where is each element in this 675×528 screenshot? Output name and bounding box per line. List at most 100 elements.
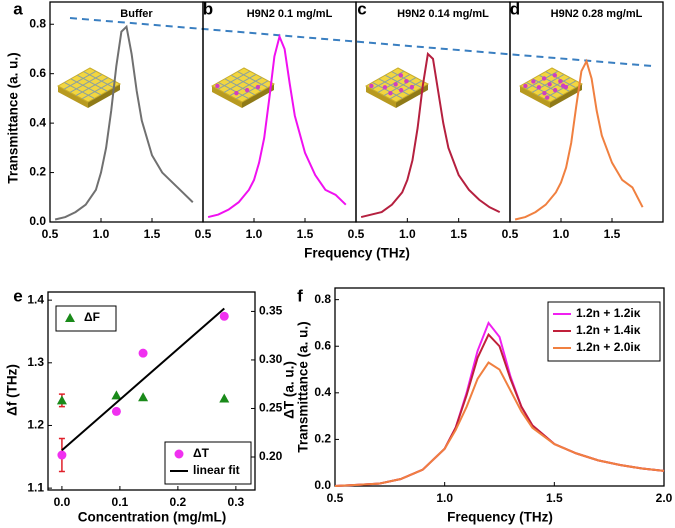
x-tick-label: 0.0	[54, 495, 71, 509]
y-tick-label: 1.4	[27, 292, 44, 306]
chip-grid	[81, 80, 115, 100]
chip-top	[56, 67, 122, 103]
x-tick-label: 1.5	[297, 227, 314, 241]
chip-grid	[64, 81, 95, 99]
marker-triangle	[56, 395, 67, 405]
y2-tick-label: 0.20	[259, 449, 283, 463]
chip-grid	[389, 80, 423, 100]
x-tick-label: 2.0	[656, 491, 673, 505]
x-tick-label: 1.5	[546, 491, 563, 505]
chip-particle	[244, 87, 250, 93]
x-axis-label: Frequency (THz)	[447, 510, 553, 525]
chip-particle	[542, 90, 547, 96]
y2-tick-label: 0.35	[259, 304, 283, 318]
marker-triangle	[111, 390, 122, 400]
y-tick-label: 0.4	[314, 385, 331, 399]
chip-particle	[523, 83, 528, 89]
data-line	[334, 361, 665, 487]
panel-label: f	[297, 286, 303, 305]
panel-label: d	[510, 0, 520, 18]
chip-particle	[547, 82, 552, 87]
chip-grid	[75, 77, 109, 97]
x-tick-label: 1.5	[144, 227, 161, 241]
chip-particle	[552, 87, 558, 93]
chip-grid	[543, 80, 577, 100]
x-tick-label: 1.5	[450, 227, 467, 241]
marker-triangle	[138, 392, 149, 402]
y-tick-label: 0.2	[29, 165, 46, 179]
legend-box	[55, 305, 117, 332]
panel-label: a	[13, 0, 23, 18]
x-tick-label: 0.2	[170, 495, 187, 509]
chip-particle	[552, 73, 558, 78]
y-tick-label: 0.8	[29, 16, 46, 30]
panel-title: H9N2 0.14 mg/mL	[397, 8, 489, 20]
y2-tick-label: 0.30	[259, 352, 283, 366]
panel-title: H9N2 0.28 mg/mL	[551, 8, 643, 20]
chip-grid	[237, 71, 268, 89]
data-line	[514, 58, 644, 221]
marker-circle	[111, 406, 121, 416]
chip-particle	[560, 83, 566, 88]
chip-grid	[526, 81, 557, 99]
x-axis-label: Concentration (mg/mL)	[78, 510, 227, 525]
chip-particle	[234, 90, 239, 96]
chip-grid	[532, 78, 564, 96]
x-tick-label: 0.5	[42, 227, 59, 241]
plot-frame	[47, 291, 256, 491]
x-tick-label: 1.0	[246, 227, 263, 241]
legend-label: 1.2n + 1.2iκ	[576, 306, 641, 320]
y2-tick-label: 0.25	[259, 401, 283, 415]
chip-grid	[525, 70, 559, 90]
chip-grid	[224, 78, 256, 96]
chip-grid	[384, 74, 416, 92]
chip-particle	[388, 90, 393, 96]
chip-grid	[69, 73, 103, 93]
chip-particle	[255, 84, 261, 90]
chip-particle	[398, 87, 404, 93]
y-tick-label: 0.4	[29, 115, 46, 129]
marker-circle	[219, 311, 229, 321]
legend-label: 1.2n + 1.4iκ	[576, 323, 641, 337]
plot-frame	[334, 287, 665, 487]
marker-circle	[138, 348, 148, 358]
legend-box	[164, 441, 252, 485]
legend-label: 1.2n + 2.0iκ	[576, 340, 641, 354]
chip-side	[88, 84, 120, 108]
legend-label: ΔF	[84, 310, 100, 324]
x-tick-label: 0.5	[502, 227, 519, 241]
y-axis-label: Transmittance (a. u.)	[296, 321, 311, 452]
panel-title: Buffer	[120, 8, 153, 20]
x-tick-label: 1.0	[553, 227, 570, 241]
chip-grid	[218, 81, 249, 99]
y-axis-label: Transmittance (a. u.)	[6, 52, 21, 183]
chip-grid	[235, 80, 269, 100]
chip-grid	[223, 73, 257, 93]
chip-particle	[409, 84, 415, 90]
chip-side	[520, 86, 550, 108]
chip-side	[366, 86, 396, 108]
chip-particle	[393, 82, 398, 87]
y-tick-label: 1.3	[27, 355, 44, 369]
data-line	[207, 33, 347, 219]
chip-particle	[382, 85, 388, 90]
panel-label: c	[357, 0, 366, 18]
y-tick-label: 0.6	[314, 338, 331, 352]
trend-line	[69, 17, 653, 67]
y-tick-label: 1.1	[27, 480, 44, 494]
y2-axis-label: ΔT (a. u.)	[282, 361, 297, 419]
marker-triangle	[219, 393, 230, 403]
y-axis-label: Δf (THz)	[5, 364, 20, 416]
y-tick-label: 0.6	[29, 66, 46, 80]
chip-particle	[215, 83, 220, 89]
plot-frame	[355, 1, 511, 223]
x-tick-label: 0.5	[348, 227, 365, 241]
x-axis-label: Frequency (THz)	[304, 246, 410, 261]
x-tick-label: 1.5	[604, 227, 621, 241]
x-tick-label: 0.5	[327, 491, 344, 505]
x-tick-label: 0.5	[195, 227, 212, 241]
chip-particle	[369, 83, 374, 89]
chip-grid	[83, 71, 114, 89]
chip-side	[58, 86, 88, 108]
